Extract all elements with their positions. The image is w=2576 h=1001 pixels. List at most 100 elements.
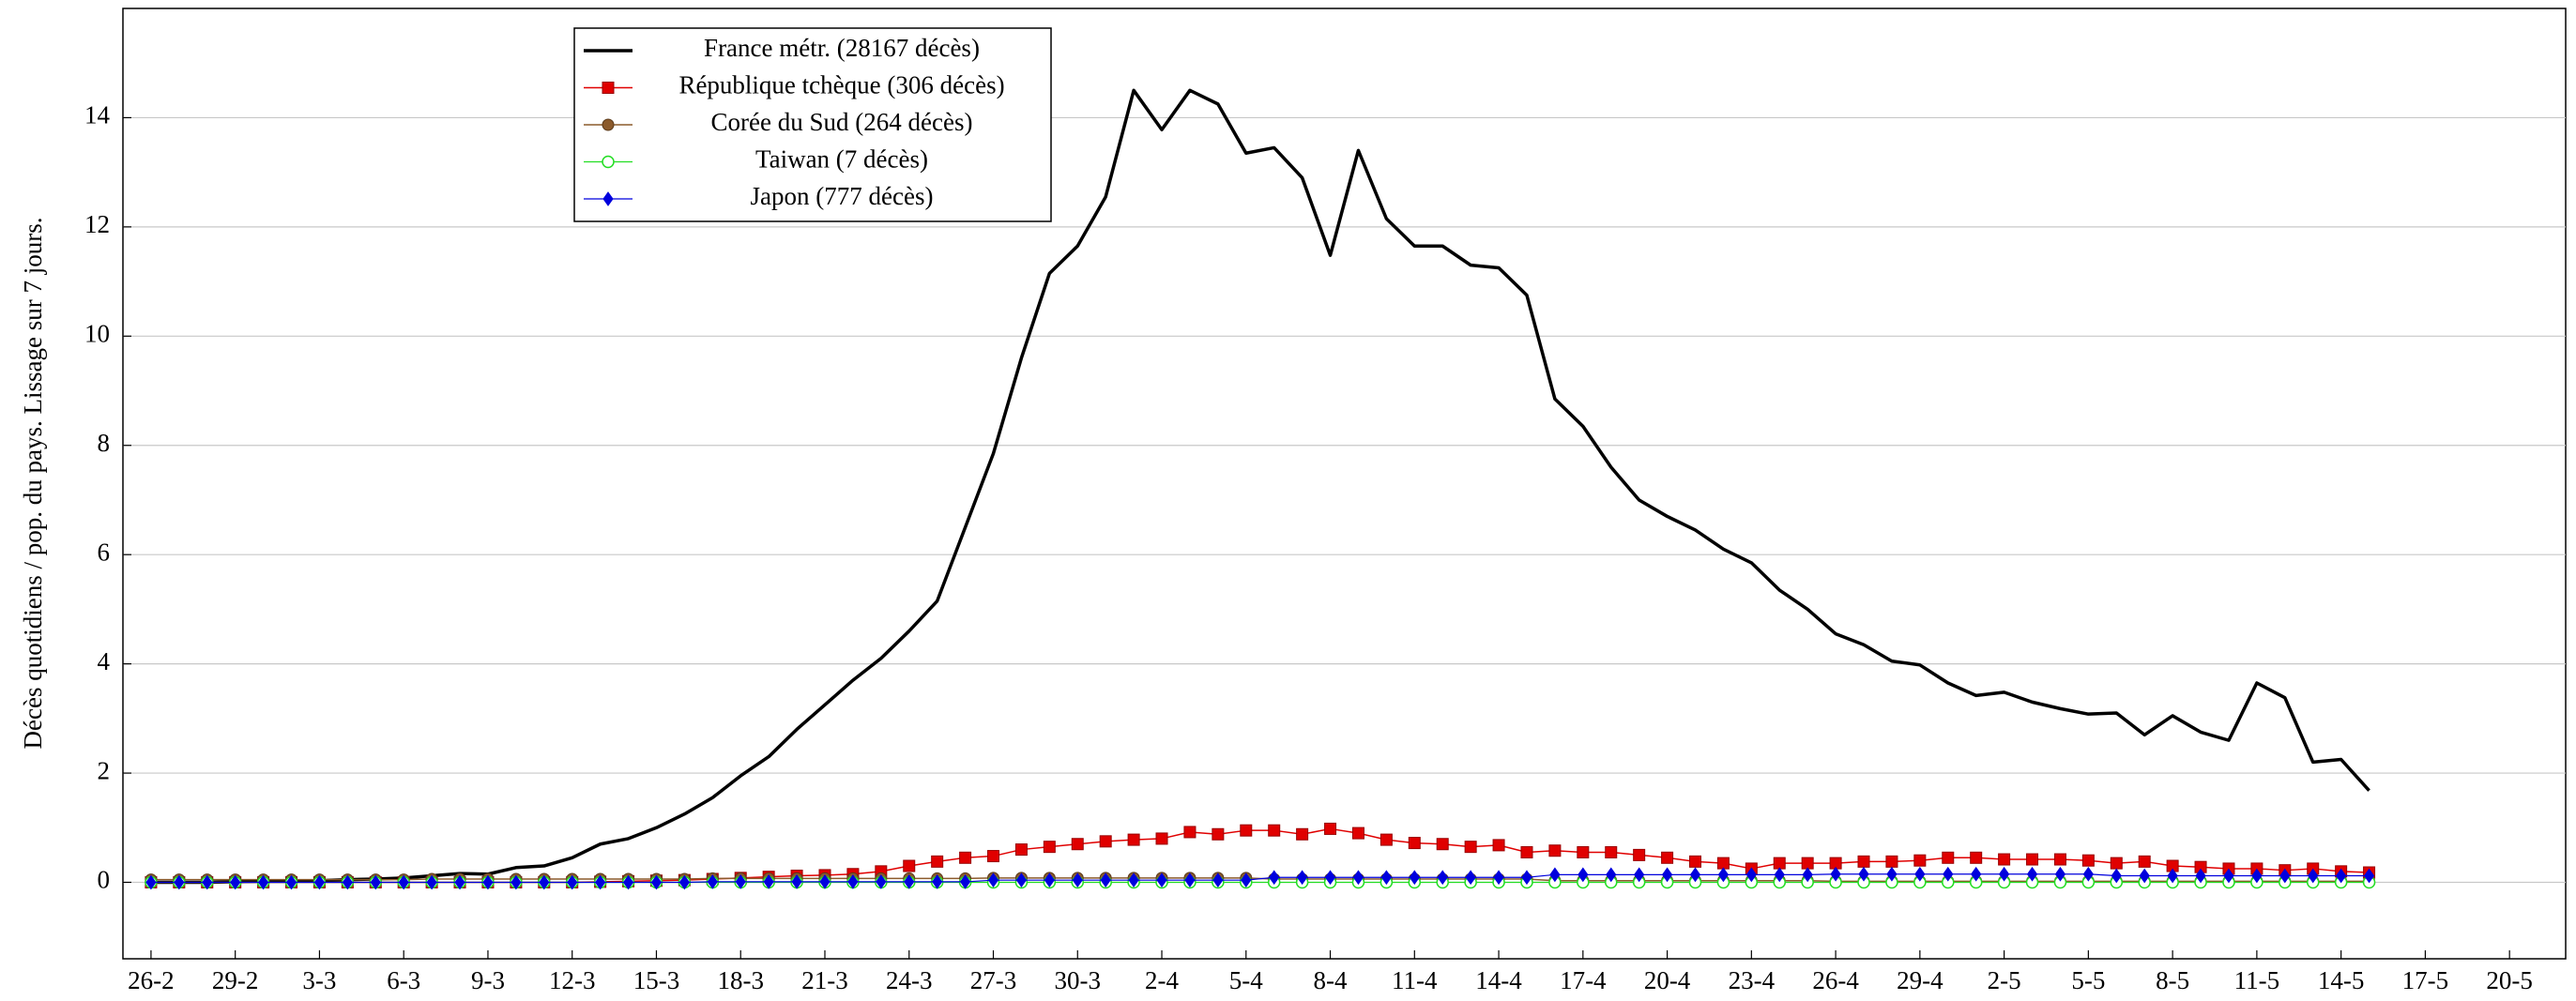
marker bbox=[398, 874, 409, 890]
legend-label: Taiwan (7 décès) bbox=[755, 145, 928, 174]
y-tick-label: 6 bbox=[98, 538, 111, 566]
x-tick-label: 8-4 bbox=[1314, 966, 1348, 994]
marker bbox=[959, 851, 972, 864]
marker bbox=[1886, 866, 1898, 882]
marker bbox=[987, 872, 999, 888]
marker bbox=[1465, 870, 1476, 886]
marker bbox=[1183, 826, 1197, 839]
marker bbox=[1296, 827, 1309, 841]
marker bbox=[763, 874, 774, 889]
marker bbox=[1857, 855, 1870, 868]
marker bbox=[735, 874, 746, 889]
marker bbox=[1100, 872, 1111, 888]
marker bbox=[959, 874, 971, 889]
y-axis-label: Décès quotidiens / pop. du pays. Lissage… bbox=[19, 218, 47, 750]
marker bbox=[2054, 866, 2066, 882]
marker bbox=[2139, 868, 2150, 884]
line bbox=[150, 88, 2370, 885]
marker bbox=[1605, 845, 1618, 858]
marker bbox=[1212, 872, 1224, 888]
marker bbox=[1801, 857, 1814, 870]
x-tick-label: 14-5 bbox=[2318, 966, 2365, 994]
marker bbox=[2251, 868, 2263, 884]
marker bbox=[1998, 866, 2010, 882]
x-tick-label: 27-3 bbox=[970, 966, 1017, 994]
x-tick-label: 29-2 bbox=[212, 966, 259, 994]
legend-marker bbox=[602, 82, 615, 94]
x-tick-label: 20-4 bbox=[1644, 966, 1691, 994]
x-tick-label: 30-3 bbox=[1055, 966, 1102, 994]
marker bbox=[2053, 853, 2066, 866]
marker bbox=[1268, 824, 1281, 837]
marker bbox=[1014, 843, 1028, 857]
x-tick-label: 21-3 bbox=[801, 966, 848, 994]
x-tick-label: 11-5 bbox=[2234, 966, 2280, 994]
marker bbox=[2279, 868, 2291, 884]
marker bbox=[1127, 833, 1140, 846]
marker bbox=[1858, 866, 1869, 882]
marker bbox=[1577, 845, 1590, 858]
marker bbox=[511, 874, 522, 890]
x-tick-label: 2-5 bbox=[1988, 966, 2021, 994]
y-tick-label: 12 bbox=[84, 210, 110, 238]
marker bbox=[342, 874, 353, 890]
marker bbox=[1914, 866, 1926, 882]
x-tick-label: 20-5 bbox=[2486, 966, 2533, 994]
marker bbox=[1408, 837, 1421, 850]
y-tick-label: 10 bbox=[84, 320, 110, 348]
marker bbox=[903, 859, 916, 872]
marker bbox=[847, 874, 859, 889]
x-tick-label: 8-5 bbox=[2156, 966, 2189, 994]
x-tick-label: 5-5 bbox=[2071, 966, 2105, 994]
marker bbox=[1943, 866, 1954, 882]
marker bbox=[2138, 855, 2151, 868]
marker bbox=[819, 874, 831, 889]
marker bbox=[987, 850, 1000, 863]
marker bbox=[1297, 870, 1308, 886]
marker bbox=[932, 874, 943, 889]
marker bbox=[1044, 872, 1055, 888]
marker bbox=[2223, 868, 2234, 884]
x-tick-label: 17-4 bbox=[1560, 966, 1607, 994]
marker bbox=[1015, 872, 1028, 888]
x-tick-label: 23-4 bbox=[1729, 966, 1776, 994]
marker bbox=[1043, 841, 1056, 854]
marker bbox=[2195, 868, 2206, 884]
marker bbox=[567, 874, 578, 890]
marker bbox=[1716, 857, 1730, 870]
legend-box bbox=[573, 27, 1052, 222]
x-tick-label: 26-2 bbox=[128, 966, 175, 994]
marker bbox=[904, 874, 915, 889]
marker bbox=[1913, 854, 1927, 867]
y-tick-label: 8 bbox=[98, 429, 111, 457]
marker bbox=[622, 874, 634, 890]
marker bbox=[1380, 870, 1392, 886]
marker bbox=[2308, 868, 2319, 884]
marker bbox=[2026, 866, 2038, 882]
marker bbox=[931, 855, 944, 868]
marker bbox=[1379, 833, 1393, 846]
marker bbox=[1578, 867, 1589, 883]
marker bbox=[257, 874, 269, 890]
marker bbox=[1128, 872, 1139, 888]
marker bbox=[1548, 844, 1562, 857]
legend-label: Japon (777 décès) bbox=[751, 182, 934, 210]
marker bbox=[2110, 857, 2123, 870]
x-tick-label: 12-3 bbox=[549, 966, 596, 994]
marker bbox=[1802, 867, 1813, 883]
x-tick-label: 3-3 bbox=[302, 966, 336, 994]
marker bbox=[2363, 868, 2375, 884]
y-tick-label: 0 bbox=[98, 866, 111, 894]
x-tick-label: 14-4 bbox=[1475, 966, 1522, 994]
marker bbox=[1324, 870, 1336, 886]
marker bbox=[1212, 827, 1225, 841]
marker bbox=[1606, 867, 1617, 883]
y-tick-label: 2 bbox=[98, 756, 111, 784]
x-tick-label: 26-4 bbox=[1812, 966, 1859, 994]
marker bbox=[1773, 857, 1786, 870]
y-tick-label: 14 bbox=[84, 101, 111, 129]
marker bbox=[1324, 822, 1337, 835]
marker bbox=[1661, 867, 1673, 883]
legend-marker bbox=[602, 118, 615, 131]
marker bbox=[1520, 845, 1533, 858]
